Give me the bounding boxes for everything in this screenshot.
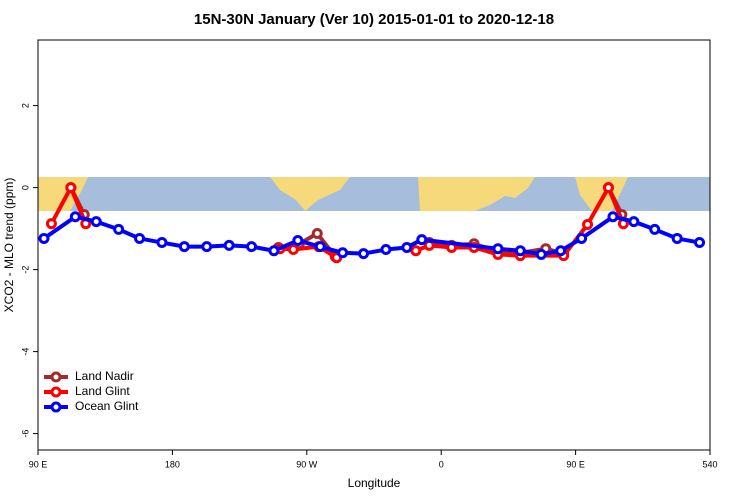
x-tick-label: 540 xyxy=(702,459,717,469)
data-point xyxy=(602,182,614,194)
chart-title: 15N-30N January (Ver 10) 2015-01-01 to 2… xyxy=(194,11,554,28)
y-tick-label: -4 xyxy=(20,348,30,356)
data-point xyxy=(410,245,422,257)
data-point xyxy=(628,216,640,228)
data-point xyxy=(287,244,299,256)
data-point xyxy=(671,232,683,244)
data-point xyxy=(268,245,280,257)
x-tick-label: 90 E xyxy=(29,459,48,469)
data-point xyxy=(45,218,57,230)
land-map xyxy=(270,177,350,211)
y-axis-label: XCO2 - MLO trend (ppm) xyxy=(2,178,16,313)
data-point xyxy=(69,211,81,223)
data-point xyxy=(401,241,413,253)
y-tick-label: 0 xyxy=(20,185,30,190)
land-map xyxy=(418,177,535,211)
legend-label: Ocean Glint xyxy=(75,399,139,413)
plot-frame xyxy=(37,39,711,451)
data-point xyxy=(582,219,594,230)
data-point xyxy=(178,241,190,253)
data-point xyxy=(90,216,102,228)
series-line xyxy=(42,214,700,257)
data-point xyxy=(358,248,370,260)
data-point xyxy=(314,241,326,253)
data-point xyxy=(311,228,323,240)
data-point xyxy=(223,239,235,251)
data-point xyxy=(555,245,567,257)
data-point xyxy=(65,182,77,194)
data-point xyxy=(337,247,349,259)
x-tick-label: 180 xyxy=(165,459,180,469)
y-tick-label: -2 xyxy=(20,266,30,274)
data-point xyxy=(156,237,168,249)
legend-marker xyxy=(50,401,62,413)
y-tick-label: 2 xyxy=(20,103,30,108)
data-point xyxy=(38,232,50,244)
x-tick-label: 0 xyxy=(439,459,444,469)
data-point xyxy=(201,241,213,253)
x-axis-label: Longitude xyxy=(348,476,401,490)
data-point xyxy=(514,245,526,257)
data-point xyxy=(576,232,588,244)
data-point xyxy=(134,232,146,244)
data-point xyxy=(535,248,547,260)
x-tick-label: 90 W xyxy=(296,459,318,469)
y-tick-label: -6 xyxy=(20,430,30,438)
legend-label: Land Glint xyxy=(75,384,130,398)
legend-marker xyxy=(50,386,62,398)
data-point xyxy=(649,223,661,235)
map-band xyxy=(38,177,710,211)
data-point xyxy=(380,244,392,256)
x-tick-label: 90 E xyxy=(566,459,585,469)
legend-label: Land Nadir xyxy=(75,369,134,383)
data-point xyxy=(416,234,428,246)
data-point xyxy=(492,243,504,255)
data-point xyxy=(292,234,304,246)
data-point xyxy=(607,211,619,223)
data-point xyxy=(246,241,258,253)
data-point xyxy=(113,223,125,235)
data-point xyxy=(694,237,706,249)
legend-marker xyxy=(50,371,62,383)
